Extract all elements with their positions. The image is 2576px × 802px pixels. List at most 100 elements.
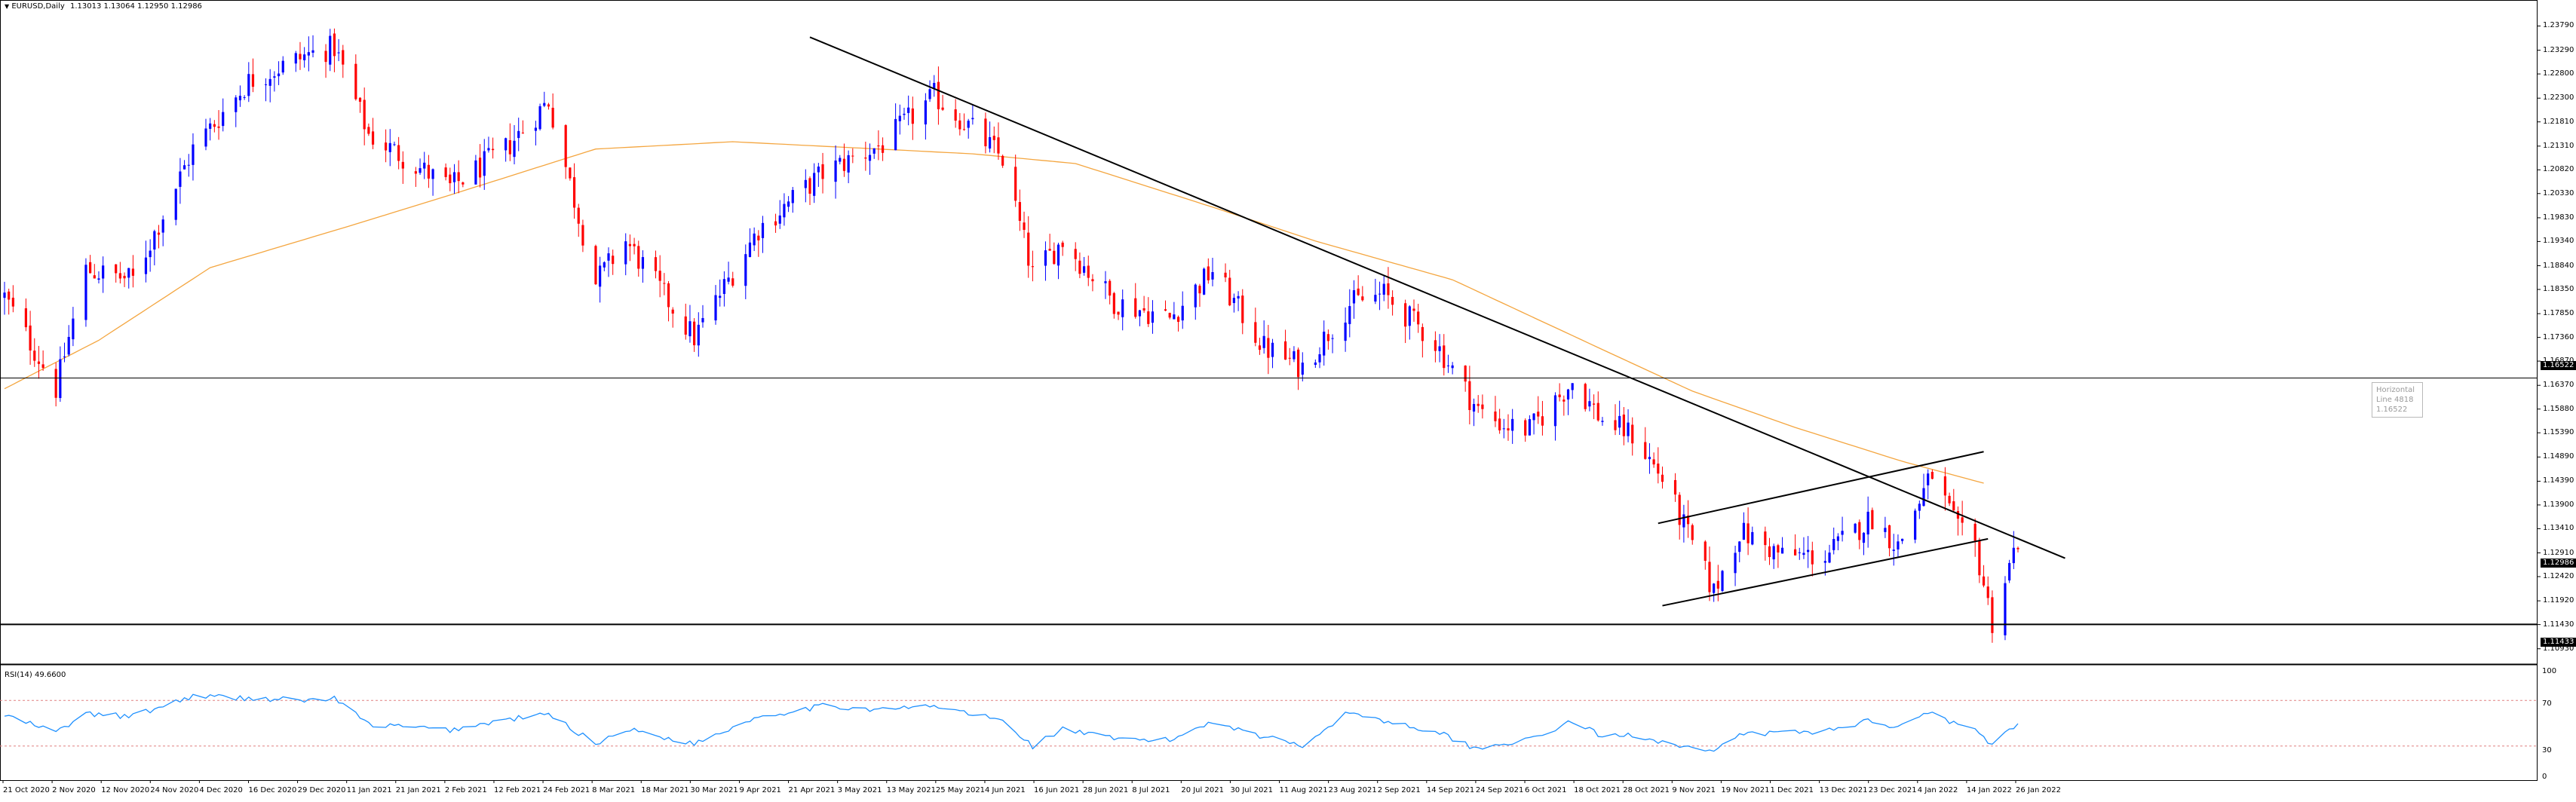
bear-candle <box>1053 250 1056 265</box>
bull-candle <box>452 172 456 182</box>
bull-candle <box>753 233 756 246</box>
price-axis-label: 1.16370 <box>2543 381 2574 390</box>
bull-candle <box>1056 244 1060 266</box>
bear-candle <box>684 316 687 335</box>
time-axis-label: 25 May 2021 <box>935 786 986 794</box>
bear-candle <box>54 369 57 398</box>
bear-candle <box>123 275 126 279</box>
bear-candle <box>547 104 550 107</box>
bull-candle <box>1807 549 1810 553</box>
time-axis-label: 19 Nov 2021 <box>1721 786 1770 794</box>
bear-candle <box>1112 292 1115 314</box>
price-axis-label: 1.11430 <box>2543 620 2574 629</box>
bear-candle <box>384 142 388 151</box>
time-axis-label: 1 Dec 2021 <box>1770 786 1814 794</box>
time-axis-label: 14 Jan 2022 <box>1966 786 2012 794</box>
bull-candle <box>1648 457 1651 460</box>
bear-candle <box>1986 586 1989 598</box>
bear-candle <box>1558 394 1561 397</box>
bull-candle <box>1408 306 1411 326</box>
time-axis-label: 24 Feb 2021 <box>543 786 590 794</box>
bear-candle <box>1326 334 1329 341</box>
bear-candle <box>89 262 92 274</box>
bear-candle <box>1207 266 1210 280</box>
chart-header: ▼ EURUSD,Daily 1.13013 1.13064 1.12950 1… <box>5 2 202 11</box>
bull-candle <box>744 254 747 286</box>
time-axis-label: 2 Sep 2021 <box>1377 786 1421 794</box>
bull-candle <box>204 128 207 147</box>
bear-candle <box>414 171 417 174</box>
bull-candle <box>174 188 177 220</box>
bull-candle <box>907 107 910 113</box>
bull-candle <box>1802 553 1805 556</box>
bear-candle <box>1091 279 1094 282</box>
bull-candle <box>179 171 182 187</box>
time-axis-label: 8 Jul 2021 <box>1132 786 1170 794</box>
bear-candle <box>1537 412 1540 417</box>
bull-candle <box>1232 298 1236 304</box>
bear-candle <box>1412 308 1415 311</box>
time-axis-label: 3 May 2021 <box>837 786 882 794</box>
bull-candle <box>1211 272 1214 280</box>
bull-candle <box>1901 538 1904 541</box>
bear-candle <box>299 54 302 60</box>
bear-candle <box>93 275 96 279</box>
bear-candle <box>1481 404 1484 409</box>
bull-candle <box>337 52 340 54</box>
bull-candle <box>1682 514 1685 528</box>
trendline-channel-lower <box>1662 537 1989 607</box>
bear-candle <box>992 136 995 140</box>
bull-candle <box>1571 383 1574 390</box>
bear-candle <box>1494 411 1497 421</box>
bull-candle <box>1181 305 1184 321</box>
bull-candle <box>311 50 314 53</box>
bull-candle <box>1502 428 1505 430</box>
bear-candle <box>1673 479 1677 495</box>
bull-candle <box>839 158 842 162</box>
bear-candle <box>1267 338 1270 358</box>
bull-candle <box>1173 314 1176 320</box>
bear-candle <box>1661 474 1664 482</box>
bear-candle <box>1888 525 1891 549</box>
bear-candle <box>1991 597 1994 633</box>
bear-candle <box>1943 476 1947 496</box>
bull-candle <box>1348 306 1351 324</box>
bear-candle <box>693 321 696 346</box>
bull-candle <box>423 162 426 169</box>
bear-candle <box>508 139 511 155</box>
bear-candle <box>594 246 597 285</box>
bear-candle <box>1871 510 1874 530</box>
bull-candle <box>1832 539 1835 550</box>
bear-candle <box>877 145 880 147</box>
price-axis-label: 1.22800 <box>2543 69 2574 78</box>
bull-candle <box>1203 268 1206 295</box>
bull-candle <box>247 74 250 96</box>
bull-candle <box>97 278 100 280</box>
ohlc-readout: 1.13013 1.13064 1.12950 1.12986 <box>69 2 202 11</box>
time-axis-label: 11 Jan 2021 <box>346 786 392 794</box>
bear-candle <box>371 131 375 145</box>
bull-candle <box>517 130 520 139</box>
time-axis-label: 2 Nov 2020 <box>52 786 96 794</box>
price-axis-label: 1.18350 <box>2543 285 2574 293</box>
hline-upper-price-tag: 1.16522 <box>2541 361 2576 370</box>
bull-candle <box>1271 342 1274 357</box>
bull-candle <box>243 96 246 98</box>
bull-candle <box>924 100 927 125</box>
bull-candle <box>1780 547 1784 554</box>
bull-candle <box>153 231 156 250</box>
bull-candle <box>778 215 781 224</box>
bull-candle <box>1293 350 1296 360</box>
symbol-menu-icon[interactable]: ▼ <box>5 3 10 10</box>
bear-candle <box>637 246 640 269</box>
time-axis-label: 24 Nov 2020 <box>150 786 199 794</box>
bear-candle <box>1134 298 1137 317</box>
bull-candle <box>235 97 238 112</box>
drawn-objects[interactable] <box>0 36 2538 626</box>
bear-candle <box>962 129 966 130</box>
bear-candle <box>1109 280 1112 296</box>
bull-candle <box>1151 311 1155 323</box>
bear-candle <box>1147 311 1150 324</box>
